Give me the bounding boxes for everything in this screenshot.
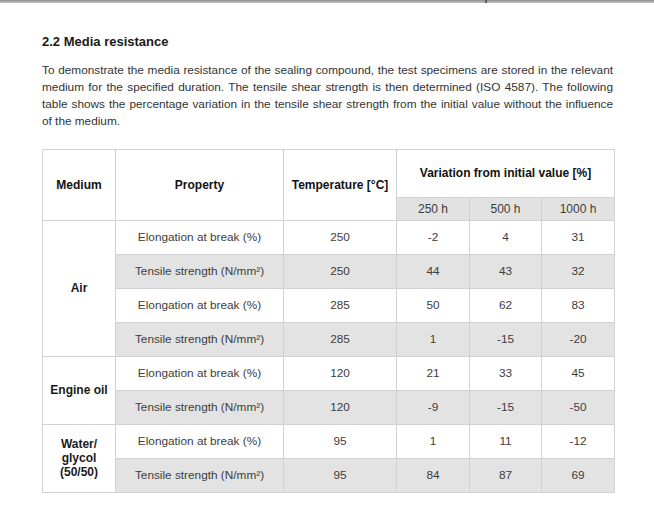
temperature-cell: 250 [284,220,397,254]
value-cell-500h: 62 [470,288,542,322]
property-cell: Tensile strength (N/mm²) [116,390,284,424]
value-cell-500h: 87 [470,458,542,492]
medium-cell-water-glycol: Water/ glycol (50/50) [43,424,116,492]
temperature-cell: 120 [284,390,397,424]
table-header: Medium Property Temperature [°C] Variati… [43,149,615,220]
col-header-medium: Medium [43,149,116,220]
property-cell: Tensile strength (N/mm²) [116,254,284,288]
temperature-cell: 285 [284,322,397,356]
page-content: 2.2 Media resistance To demonstrate the … [42,3,616,493]
medium-cell-engine-oil: Engine oil [43,356,116,424]
col-header-temperature: Temperature [°C] [284,149,397,220]
col-header-250h: 250 h [397,197,470,220]
table-row: Water/ glycol (50/50) Elongation at brea… [43,424,615,458]
value-cell-500h: -15 [470,322,542,356]
medium-cell-air: Air [43,220,116,356]
value-cell-1000h: 45 [542,356,615,390]
property-cell: Elongation at break (%) [116,220,284,254]
value-cell-1000h: 69 [542,458,615,492]
property-cell: Elongation at break (%) [116,288,284,322]
col-header-variation: Variation from initial value [%] [397,149,615,197]
property-cell: Tensile strength (N/mm²) [116,322,284,356]
property-cell: Elongation at break (%) [116,356,284,390]
media-resistance-table: Medium Property Temperature [°C] Variati… [42,149,615,493]
value-cell-250h: 50 [397,288,470,322]
table-row: Air Elongation at break (%) 250 -2 4 31 [43,220,615,254]
col-header-1000h: 1000 h [542,197,615,220]
value-cell-1000h: 31 [542,220,615,254]
value-cell-1000h: 83 [542,288,615,322]
temperature-cell: 120 [284,356,397,390]
value-cell-1000h: -50 [542,390,615,424]
property-cell: Tensile strength (N/mm²) [116,458,284,492]
value-cell-1000h: -20 [542,322,615,356]
temperature-cell: 95 [284,424,397,458]
value-cell-250h: 84 [397,458,470,492]
document-page: 2.2 Media resistance To demonstrate the … [0,0,654,522]
temperature-cell: 250 [284,254,397,288]
header-row-main: Medium Property Temperature [°C] Variati… [43,149,615,197]
value-cell-250h: 1 [397,424,470,458]
value-cell-250h: 1 [397,322,470,356]
table-body: Air Elongation at break (%) 250 -2 4 31 … [43,220,615,492]
value-cell-250h: 44 [397,254,470,288]
table-row: Tensile strength (N/mm²) 120 -9 -15 -50 [43,390,615,424]
section-heading: 2.2 Media resistance [42,34,616,49]
table-row: Engine oil Elongation at break (%) 120 2… [43,356,615,390]
intro-paragraph: To demonstrate the media resistance of t… [42,62,613,130]
value-cell-500h: 11 [470,424,542,458]
value-cell-250h: -2 [397,220,470,254]
table-row: Tensile strength (N/mm²) 95 84 87 69 [43,458,615,492]
value-cell-500h: -15 [470,390,542,424]
table-row: Tensile strength (N/mm²) 250 44 43 32 [43,254,615,288]
value-cell-1000h: -12 [542,424,615,458]
value-cell-500h: 4 [470,220,542,254]
temperature-cell: 285 [284,288,397,322]
col-header-property: Property [116,149,284,220]
value-cell-250h: -9 [397,390,470,424]
col-header-500h: 500 h [470,197,542,220]
value-cell-500h: 43 [470,254,542,288]
value-cell-500h: 33 [470,356,542,390]
property-cell: Elongation at break (%) [116,424,284,458]
temperature-cell: 95 [284,458,397,492]
table-row: Elongation at break (%) 285 50 62 83 [43,288,615,322]
value-cell-250h: 21 [397,356,470,390]
table-row: Tensile strength (N/mm²) 285 1 -15 -20 [43,322,615,356]
value-cell-1000h: 32 [542,254,615,288]
